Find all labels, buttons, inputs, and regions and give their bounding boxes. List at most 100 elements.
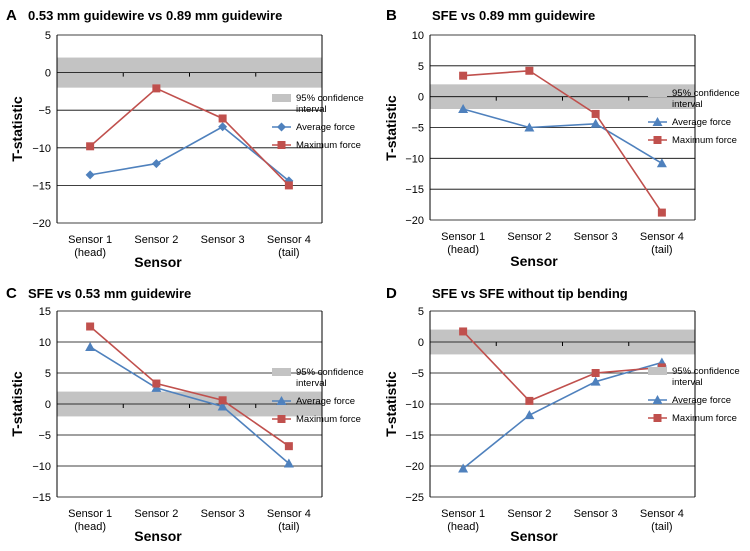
x-tick-label: Sensor 1 — [441, 508, 485, 520]
y-tick-label: 0 — [45, 399, 51, 411]
series-line-maximum — [462, 330, 662, 402]
series-line-average — [89, 346, 290, 465]
y-tick-label: −5 — [411, 123, 424, 135]
series-point-average — [524, 410, 535, 420]
panel-c: C SFE vs 0.53 mm guidewire 15 10 5 0 −5 −10 −15 S… — [6, 285, 364, 544]
legend-marker — [276, 396, 287, 405]
y-axis-label: T-statistic — [9, 371, 25, 437]
series-line-maximum — [89, 325, 290, 447]
series-point-maximum — [86, 142, 95, 151]
y-tick-label: −15 — [405, 184, 424, 196]
series-point-maximum — [218, 396, 227, 405]
panel-letter: B — [386, 7, 397, 24]
legend-text: Average force — [296, 396, 355, 407]
legend-band-swatch — [648, 89, 667, 97]
legend-text: Average force — [296, 122, 355, 133]
panel-b: B SFE vs 0.89 mm guidewire 10 5 0 −5 −10 −15 −20… — [383, 7, 740, 269]
series-point-maximum — [218, 114, 227, 123]
x-tick-label: (tail) — [278, 247, 299, 259]
series-line-maximum — [463, 69, 663, 214]
series-point-maximum — [284, 181, 293, 190]
x-axis-label: Sensor — [134, 254, 182, 270]
y-axis-label: T-statistic — [383, 95, 399, 161]
y-tick-label: 5 — [45, 368, 51, 380]
x-tick-label: Sensor 1 — [68, 234, 112, 246]
panel-a: A 0.53 mm guidewire vs 0.89 mm guidewire 5… — [6, 7, 364, 270]
legend-marker — [653, 414, 662, 422]
legend-text: 95% confidence — [296, 367, 364, 378]
panel-title: SFE vs 0.53 mm guidewire — [28, 286, 191, 301]
series-line-average — [89, 125, 290, 182]
y-tick-label: −15 — [32, 180, 51, 192]
y-tick-label: 0 — [418, 92, 424, 104]
y-tick-label: 5 — [45, 30, 51, 42]
y-axis-label: T-statistic — [9, 96, 25, 162]
series-point-average — [85, 170, 95, 180]
legend-text: interval — [296, 104, 327, 115]
x-tick-label: Sensor 2 — [134, 234, 178, 246]
series-point-average — [524, 122, 535, 132]
y-tick-label: 10 — [39, 337, 51, 349]
x-axis-label: Sensor — [134, 528, 182, 544]
panel-letter: A — [6, 7, 17, 24]
y-tick-label: −25 — [405, 492, 424, 504]
x-tick-label: Sensor 3 — [201, 234, 245, 246]
x-tick-label: Sensor 4 — [640, 508, 684, 520]
x-tick-label: (tail) — [278, 521, 299, 533]
x-axis-label: Sensor — [510, 253, 558, 269]
x-tick-label: Sensor 4 — [267, 234, 311, 246]
y-tick-label: −10 — [32, 143, 51, 155]
legend-band-swatch — [272, 368, 291, 376]
legend-marker — [277, 141, 286, 149]
x-tick-label: (head) — [447, 244, 479, 256]
series-point-maximum — [459, 327, 468, 336]
legend-marker — [277, 415, 286, 423]
series-point-average — [590, 118, 601, 128]
legend-marker — [653, 136, 662, 144]
x-tick-label: (head) — [447, 521, 479, 533]
series-point-maximum — [591, 369, 600, 377]
panel-letter: C — [6, 285, 17, 302]
y-tick-label: −5 — [411, 368, 424, 380]
legend-text: interval — [672, 99, 703, 110]
series-point-maximum — [152, 84, 161, 93]
x-tick-label: Sensor 2 — [134, 508, 178, 520]
panel-title: 0.53 mm guidewire vs 0.89 mm guidewire — [28, 8, 282, 23]
y-tick-label: −20 — [405, 215, 424, 227]
series-line-average — [462, 361, 663, 470]
series-point-average — [458, 104, 469, 113]
series-point-maximum — [525, 396, 534, 405]
legend-text: 95% confidence — [672, 88, 740, 99]
y-tick-label: −20 — [405, 461, 424, 473]
y-tick-label: 0 — [418, 337, 424, 349]
legend-band-swatch — [648, 367, 667, 375]
legend-text: interval — [296, 378, 327, 389]
series-point-maximum — [86, 322, 95, 331]
x-tick-label: Sensor 1 — [441, 231, 485, 243]
series-point-average — [458, 463, 469, 473]
series-line-average — [462, 108, 663, 164]
series-point-average — [218, 122, 228, 132]
y-tick-label: −5 — [38, 105, 51, 117]
legend-text: Average force — [672, 117, 731, 128]
y-tick-label: 5 — [418, 61, 424, 73]
panel-title: SFE vs SFE without tip bending — [432, 286, 628, 301]
series-point-maximum — [152, 379, 161, 388]
series-point-maximum — [591, 109, 600, 118]
panel-d: D SFE vs SFE without tip bending 5 0 −5 −10 −1… — [383, 285, 740, 544]
series-point-average — [151, 159, 161, 169]
y-tick-label: 0 — [45, 68, 51, 80]
y-tick-label: 10 — [412, 30, 424, 42]
series-point-average — [590, 376, 601, 386]
series-point-maximum — [525, 66, 534, 75]
legend-text: Maximum force — [672, 413, 737, 424]
y-axis-label: T-statistic — [383, 371, 399, 437]
legend-marker — [652, 117, 663, 126]
series-point-average — [217, 401, 228, 411]
legend-marker — [277, 122, 286, 132]
legend-text: 95% confidence — [296, 93, 364, 104]
legend-band-swatch — [272, 94, 291, 102]
legend-marker — [652, 395, 663, 404]
x-tick-label: Sensor 1 — [68, 508, 112, 520]
y-tick-label: −5 — [38, 430, 51, 442]
